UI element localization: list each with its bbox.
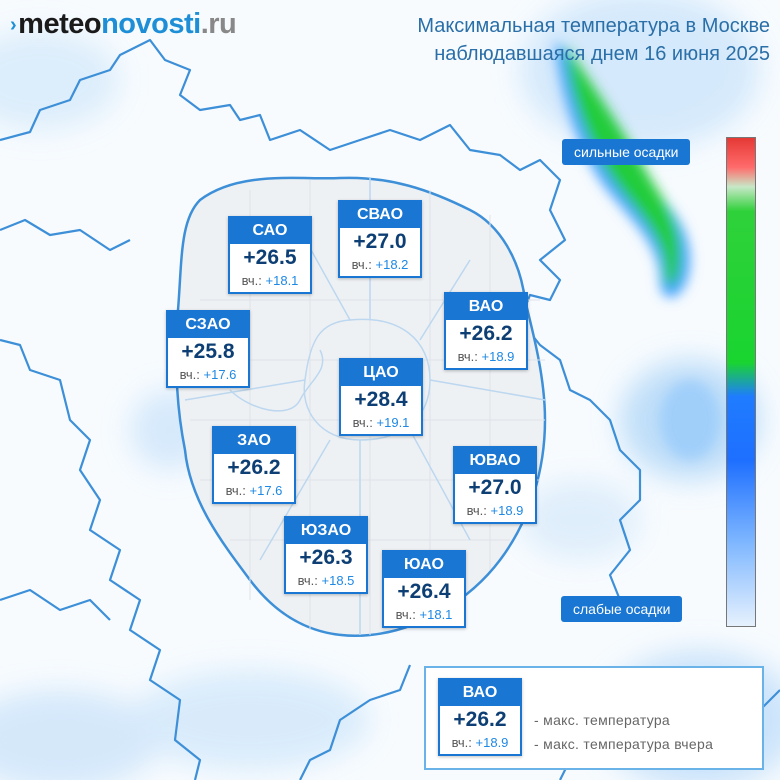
- logo-text-novosti: novosti: [101, 8, 201, 40]
- district-prev: вч.: +17.6: [168, 366, 248, 384]
- district-name: САО: [230, 218, 310, 244]
- prev-label: вч.:: [179, 367, 200, 382]
- prev-label: вч.:: [351, 257, 372, 272]
- district-name: ЗАО: [214, 428, 294, 454]
- district-temp: +26.4: [397, 580, 451, 603]
- prev-label: вч.:: [297, 573, 318, 588]
- prev-value: +18.1: [419, 607, 453, 622]
- prev-label: вч.:: [395, 607, 416, 622]
- legend-prev-value: +18.9: [475, 735, 509, 750]
- district-prev: вч.: +18.1: [384, 606, 464, 624]
- prev-value: +18.9: [490, 503, 524, 518]
- district-name: ЮВАО: [455, 448, 535, 474]
- district-name: ЮЗАО: [286, 518, 366, 544]
- prev-label: вч.:: [225, 483, 246, 498]
- district-name: ЦАО: [341, 360, 421, 386]
- district-card-svao: СВАО +27.0 вч.: +18.2: [338, 200, 422, 278]
- legend-prev: вч.: +18.9: [440, 734, 520, 752]
- logo-text-domain: .ru: [200, 8, 237, 40]
- prev-label: вч.:: [352, 415, 373, 430]
- district-card-cao: ЦАО +28.4 вч.: +19.1: [339, 358, 423, 436]
- legend-desc-prev: - макс. температура вчера: [534, 736, 714, 752]
- prev-label: вч.:: [466, 503, 487, 518]
- district-temp: +27.0: [353, 230, 407, 253]
- site-logo[interactable]: ›meteonovosti.ru: [10, 8, 237, 41]
- district-card-zao: ЗАО +26.2 вч.: +17.6: [212, 426, 296, 504]
- prev-value: +17.6: [249, 483, 283, 498]
- district-card-yuzao: ЮЗАО +26.3 вч.: +18.5: [284, 516, 368, 594]
- prev-label: вч.:: [241, 273, 262, 288]
- prev-value: +19.1: [376, 415, 410, 430]
- district-prev: вч.: +19.1: [341, 414, 421, 432]
- prev-label: вч.:: [451, 735, 472, 750]
- district-name: СЗАО: [168, 312, 248, 338]
- district-name: СВАО: [340, 202, 420, 228]
- logo-text-meteo: meteo: [18, 8, 102, 40]
- district-temp: +25.8: [181, 340, 235, 363]
- map-title-line1: Максимальная температура в Москве: [417, 15, 770, 37]
- district-card-vao: ВАО +26.2 вч.: +18.9: [444, 292, 528, 370]
- map-title-line2: наблюдавшаяся днем 16 июня 2025: [434, 43, 770, 65]
- district-prev: вч.: +18.2: [340, 256, 420, 274]
- scale-label-heavy: сильные осадки: [562, 139, 691, 165]
- district-temp: +26.2: [227, 456, 281, 479]
- district-name: ВАО: [446, 294, 526, 320]
- legend-box: ВАО +26.2 вч.: +18.9 - макс. температура…: [424, 666, 764, 770]
- district-card-szao: СЗАО +25.8 вч.: +17.6: [166, 310, 250, 388]
- scale-label-light: слабые осадки: [561, 596, 683, 622]
- prev-value: +18.5: [321, 573, 355, 588]
- district-card-sao: САО +26.5 вч.: +18.1: [228, 216, 312, 294]
- logo-mark-icon: ›: [10, 14, 17, 36]
- legend-sample-card: ВАО +26.2 вч.: +18.9: [438, 678, 522, 756]
- district-prev: вч.: +18.9: [455, 502, 535, 520]
- district-card-yuao: ЮАО +26.4 вч.: +18.1: [382, 550, 466, 628]
- prev-value: +18.2: [375, 257, 409, 272]
- prev-value: +18.9: [481, 349, 515, 364]
- legend-desc-max: - макс. температура: [534, 712, 671, 728]
- legend-district-name: ВАО: [440, 680, 520, 706]
- district-prev: вч.: +18.1: [230, 272, 310, 290]
- precipitation-colorbar: [726, 137, 756, 627]
- district-name: ЮАО: [384, 552, 464, 578]
- district-temp: +28.4: [354, 388, 408, 411]
- prev-value: +17.6: [203, 367, 237, 382]
- district-temp: +26.3: [299, 546, 353, 569]
- district-prev: вч.: +18.5: [286, 572, 366, 590]
- map-title: Максимальная температура в Москве наблюд…: [417, 12, 770, 68]
- district-prev: вч.: +18.9: [446, 348, 526, 366]
- prev-label: вч.:: [457, 349, 478, 364]
- district-temp: +26.5: [243, 246, 297, 269]
- district-prev: вч.: +17.6: [214, 482, 294, 500]
- district-card-yuvao: ЮВАО +27.0 вч.: +18.9: [453, 446, 537, 524]
- legend-temp: +26.2: [453, 708, 507, 731]
- district-temp: +27.0: [468, 476, 522, 499]
- district-temp: +26.2: [459, 322, 513, 345]
- prev-value: +18.1: [265, 273, 299, 288]
